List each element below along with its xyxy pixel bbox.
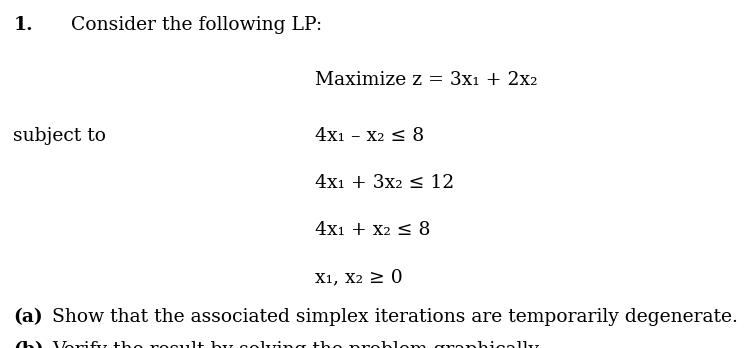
Text: 4x₁ – x₂ ≤ 8: 4x₁ – x₂ ≤ 8 <box>315 127 424 145</box>
Text: (a): (a) <box>13 308 43 326</box>
Text: Verify the result by solving the problem graphically.: Verify the result by solving the problem… <box>52 341 543 348</box>
Text: 1.: 1. <box>13 16 33 34</box>
Text: Consider the following LP:: Consider the following LP: <box>71 16 322 34</box>
Text: x₁, x₂ ≥ 0: x₁, x₂ ≥ 0 <box>315 268 402 286</box>
Text: 4x₁ + 3x₂ ≤ 12: 4x₁ + 3x₂ ≤ 12 <box>315 174 454 192</box>
Text: Maximize z = 3x₁ + 2x₂: Maximize z = 3x₁ + 2x₂ <box>315 71 537 89</box>
Text: subject to: subject to <box>13 127 106 145</box>
Text: 4x₁ + x₂ ≤ 8: 4x₁ + x₂ ≤ 8 <box>315 221 430 239</box>
Text: (b): (b) <box>13 341 44 348</box>
Text: Show that the associated simplex iterations are temporarily degenerate.: Show that the associated simplex iterati… <box>52 308 739 326</box>
